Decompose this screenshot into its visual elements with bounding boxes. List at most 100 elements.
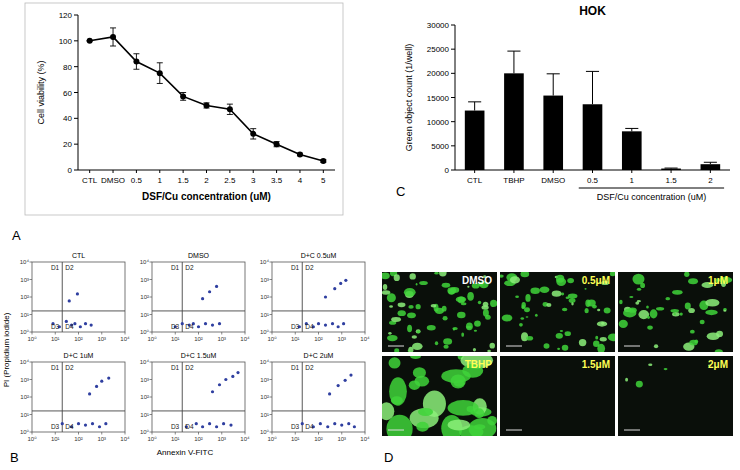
cell-blob [656, 307, 664, 311]
x-tick [318, 332, 319, 335]
x-tick [198, 432, 199, 435]
cell-blob [490, 300, 497, 307]
y-tick-label: 10³ [20, 377, 29, 383]
cell-blob [515, 296, 519, 298]
point [98, 425, 101, 428]
point [324, 295, 327, 298]
quadrant-label: D1 [291, 264, 300, 271]
y-tick-label: 80 [63, 63, 72, 72]
x-tick-label: 10² [194, 336, 203, 342]
x-tick-label: DMSO [101, 176, 125, 185]
cell-blob [487, 350, 491, 352]
x-tick-label: 4 [298, 176, 303, 185]
y-tick-label: 10¹ [260, 412, 269, 418]
y-tick-label: 10¹ [140, 312, 149, 318]
x-tick [245, 432, 246, 435]
error-bar [157, 63, 163, 84]
cell-blob [407, 325, 412, 333]
cell-blob [443, 345, 448, 349]
cell-blob [467, 292, 474, 301]
x-tick-label: 10² [314, 336, 323, 342]
cell-blob [521, 302, 525, 308]
cell-blob [638, 310, 649, 319]
point [181, 322, 184, 325]
y-tick [150, 397, 153, 398]
cell-blob [447, 419, 470, 430]
quadrant-label: D3 [291, 323, 300, 330]
cell-blob [388, 332, 391, 335]
y-tick-label: 10000 [427, 118, 450, 127]
chart-bar: 050001000015000200002500030000CTLTBHPDMS… [404, 4, 730, 202]
cell-blob [408, 347, 413, 352]
error-bar [468, 102, 481, 111]
group-bracket [579, 188, 724, 189]
y-tick-label: 10⁰ [20, 329, 30, 335]
plot-area [465, 51, 720, 170]
x-tick [245, 332, 246, 335]
cell-blob [391, 317, 401, 322]
x-tick [206, 170, 207, 173]
y-tick-label: 10⁰ [260, 329, 270, 335]
error-bar [180, 93, 186, 101]
y-tick [30, 432, 33, 433]
plot-title: D+C 1.5uM [181, 352, 217, 359]
image-label: 0.5μM [582, 275, 610, 286]
x-tick-label: 10⁴ [240, 336, 250, 342]
x-tick-label: 10³ [337, 436, 346, 442]
cell-blob [647, 316, 650, 319]
cell-blob [540, 286, 550, 293]
x-tick [365, 332, 366, 335]
cell-blob [637, 288, 641, 291]
x-tick-label: 10¹ [291, 336, 300, 342]
y-tick [150, 379, 153, 380]
cell-blob [565, 331, 571, 336]
panel-label: B [10, 450, 19, 465]
point [301, 422, 304, 425]
x-tick-label: 1.5 [666, 176, 678, 185]
y-tick [30, 279, 33, 280]
x-tick-label: TBHP [503, 176, 524, 185]
bar [661, 169, 681, 170]
x-tick [125, 432, 126, 435]
x-tick [295, 332, 296, 335]
marker [204, 102, 210, 108]
image-label: TBHP [465, 359, 493, 370]
cell-blob [654, 344, 658, 348]
cell-blob [520, 317, 524, 320]
y-tick-label: 10³ [260, 277, 269, 283]
cell-blob [418, 408, 433, 416]
gate-x [182, 262, 183, 332]
gate-x [302, 262, 303, 332]
cell-blob [665, 297, 670, 300]
point [347, 422, 350, 425]
image-content [382, 272, 497, 352]
error-stem [592, 71, 593, 104]
y-tick [451, 25, 455, 26]
x-tick-label: 10³ [217, 436, 226, 442]
x-tick-label: 1 [158, 176, 163, 185]
cell-blob [600, 337, 607, 341]
y-tick-label: 10⁴ [140, 259, 150, 265]
point [349, 373, 352, 376]
cell-blob [524, 307, 530, 312]
y-tick [30, 332, 33, 333]
y-tick-label: 10² [260, 394, 269, 400]
x-tick [272, 432, 273, 435]
x-tick-label: 1.5 [178, 176, 190, 185]
point [77, 422, 80, 425]
point [201, 425, 204, 428]
x-tick-label: 10¹ [51, 336, 60, 342]
y-tick [74, 118, 78, 119]
error-cap [507, 51, 520, 52]
figure: 020406080100120CTLDMSO0.511.522.533.545D… [0, 0, 740, 470]
x-tick-label: 10¹ [51, 436, 60, 442]
plot-title: D+C 0.5uM [301, 252, 337, 259]
x-tick-label: 3 [251, 176, 256, 185]
y-tick-label: 15000 [427, 94, 450, 103]
y-tick [150, 262, 153, 263]
quadrant-label: D3 [51, 323, 60, 330]
cell-blob [525, 294, 530, 302]
y-tick-label: 10³ [260, 377, 269, 383]
y-axis-title: Green object count (1/well) [404, 44, 414, 152]
image-content [500, 272, 615, 352]
